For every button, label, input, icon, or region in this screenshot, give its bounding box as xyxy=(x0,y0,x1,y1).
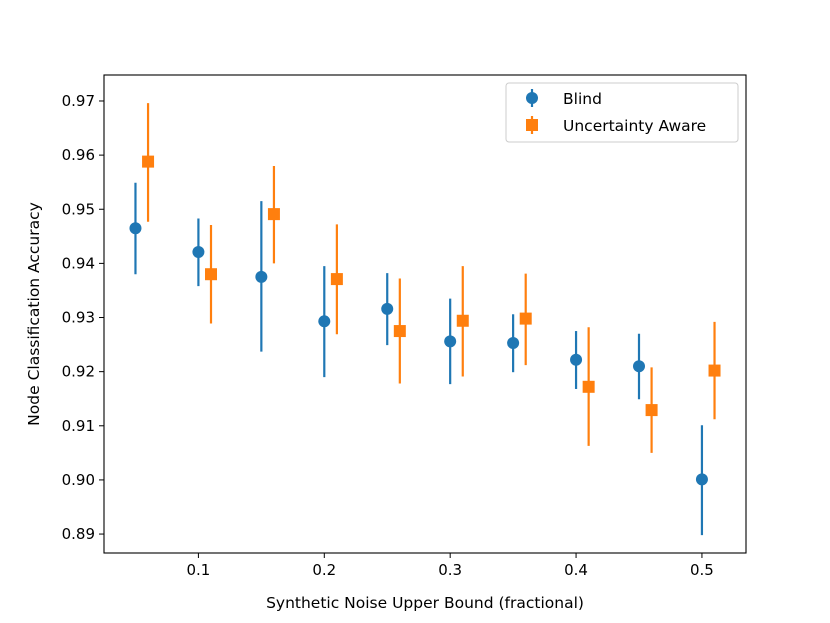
data-point xyxy=(507,336,520,349)
y-tick-label: 0.93 xyxy=(62,309,95,327)
data-point xyxy=(393,325,406,338)
x-tick-label: 0.3 xyxy=(438,561,462,579)
data-point xyxy=(192,246,205,259)
x-axis-label: Synthetic Noise Upper Bound (fractional) xyxy=(266,594,584,612)
series-layer xyxy=(129,103,721,536)
data-point xyxy=(318,315,331,328)
data-point xyxy=(142,155,155,168)
data-point xyxy=(645,404,658,417)
series-uncertainty-aware xyxy=(142,103,721,453)
x-tick-label: 0.1 xyxy=(186,561,210,579)
x-tick-label: 0.5 xyxy=(690,561,714,579)
series-blind xyxy=(129,182,708,536)
data-point xyxy=(205,268,217,281)
data-point xyxy=(456,314,469,327)
y-tick-label: 0.89 xyxy=(62,525,95,543)
x-tick-label: 0.4 xyxy=(564,561,588,579)
data-point xyxy=(267,208,280,221)
legend-item-uncertainty-aware: Uncertainty Aware xyxy=(526,116,706,135)
data-point xyxy=(582,380,595,393)
data-point xyxy=(570,353,583,366)
y-tick-label: 0.92 xyxy=(62,363,95,381)
legend-blind-label: Blind xyxy=(563,90,602,108)
data-point xyxy=(519,312,532,325)
legend: Blind Uncertainty Aware xyxy=(505,82,739,143)
data-point xyxy=(255,270,268,283)
plot-frame xyxy=(103,74,747,554)
y-axis-label: Node Classification Accuracy xyxy=(25,202,43,426)
legend-uncertainty-aware-label: Uncertainty Aware xyxy=(563,117,706,135)
y-tick-label: 0.95 xyxy=(62,200,95,218)
y-tick-label: 0.96 xyxy=(62,146,95,164)
legend-blind-marker xyxy=(526,92,538,104)
data-point xyxy=(330,273,343,286)
legend-uncertainty-aware-marker xyxy=(526,119,538,131)
y-tick-label: 0.94 xyxy=(62,254,95,272)
data-point xyxy=(708,364,721,377)
legend-box xyxy=(505,82,739,143)
x-tick-label: 0.2 xyxy=(312,561,336,579)
y-tick-label: 0.91 xyxy=(62,417,95,435)
data-point xyxy=(695,473,708,486)
x-axis: 0.1 0.2 0.3 0.4 0.5 xyxy=(186,553,714,579)
data-point xyxy=(381,302,394,315)
plot-background xyxy=(104,75,746,553)
data-point xyxy=(129,222,142,235)
data-point xyxy=(444,335,457,348)
y-axis: 0.89 0.90 0.91 0.92 0.93 0.94 0.95 0.96 0.97 xyxy=(62,92,104,543)
y-tick-label: 0.97 xyxy=(62,92,95,110)
data-point xyxy=(633,360,645,373)
y-tick-label: 0.90 xyxy=(62,471,95,489)
legend-item-blind: Blind xyxy=(526,89,602,108)
